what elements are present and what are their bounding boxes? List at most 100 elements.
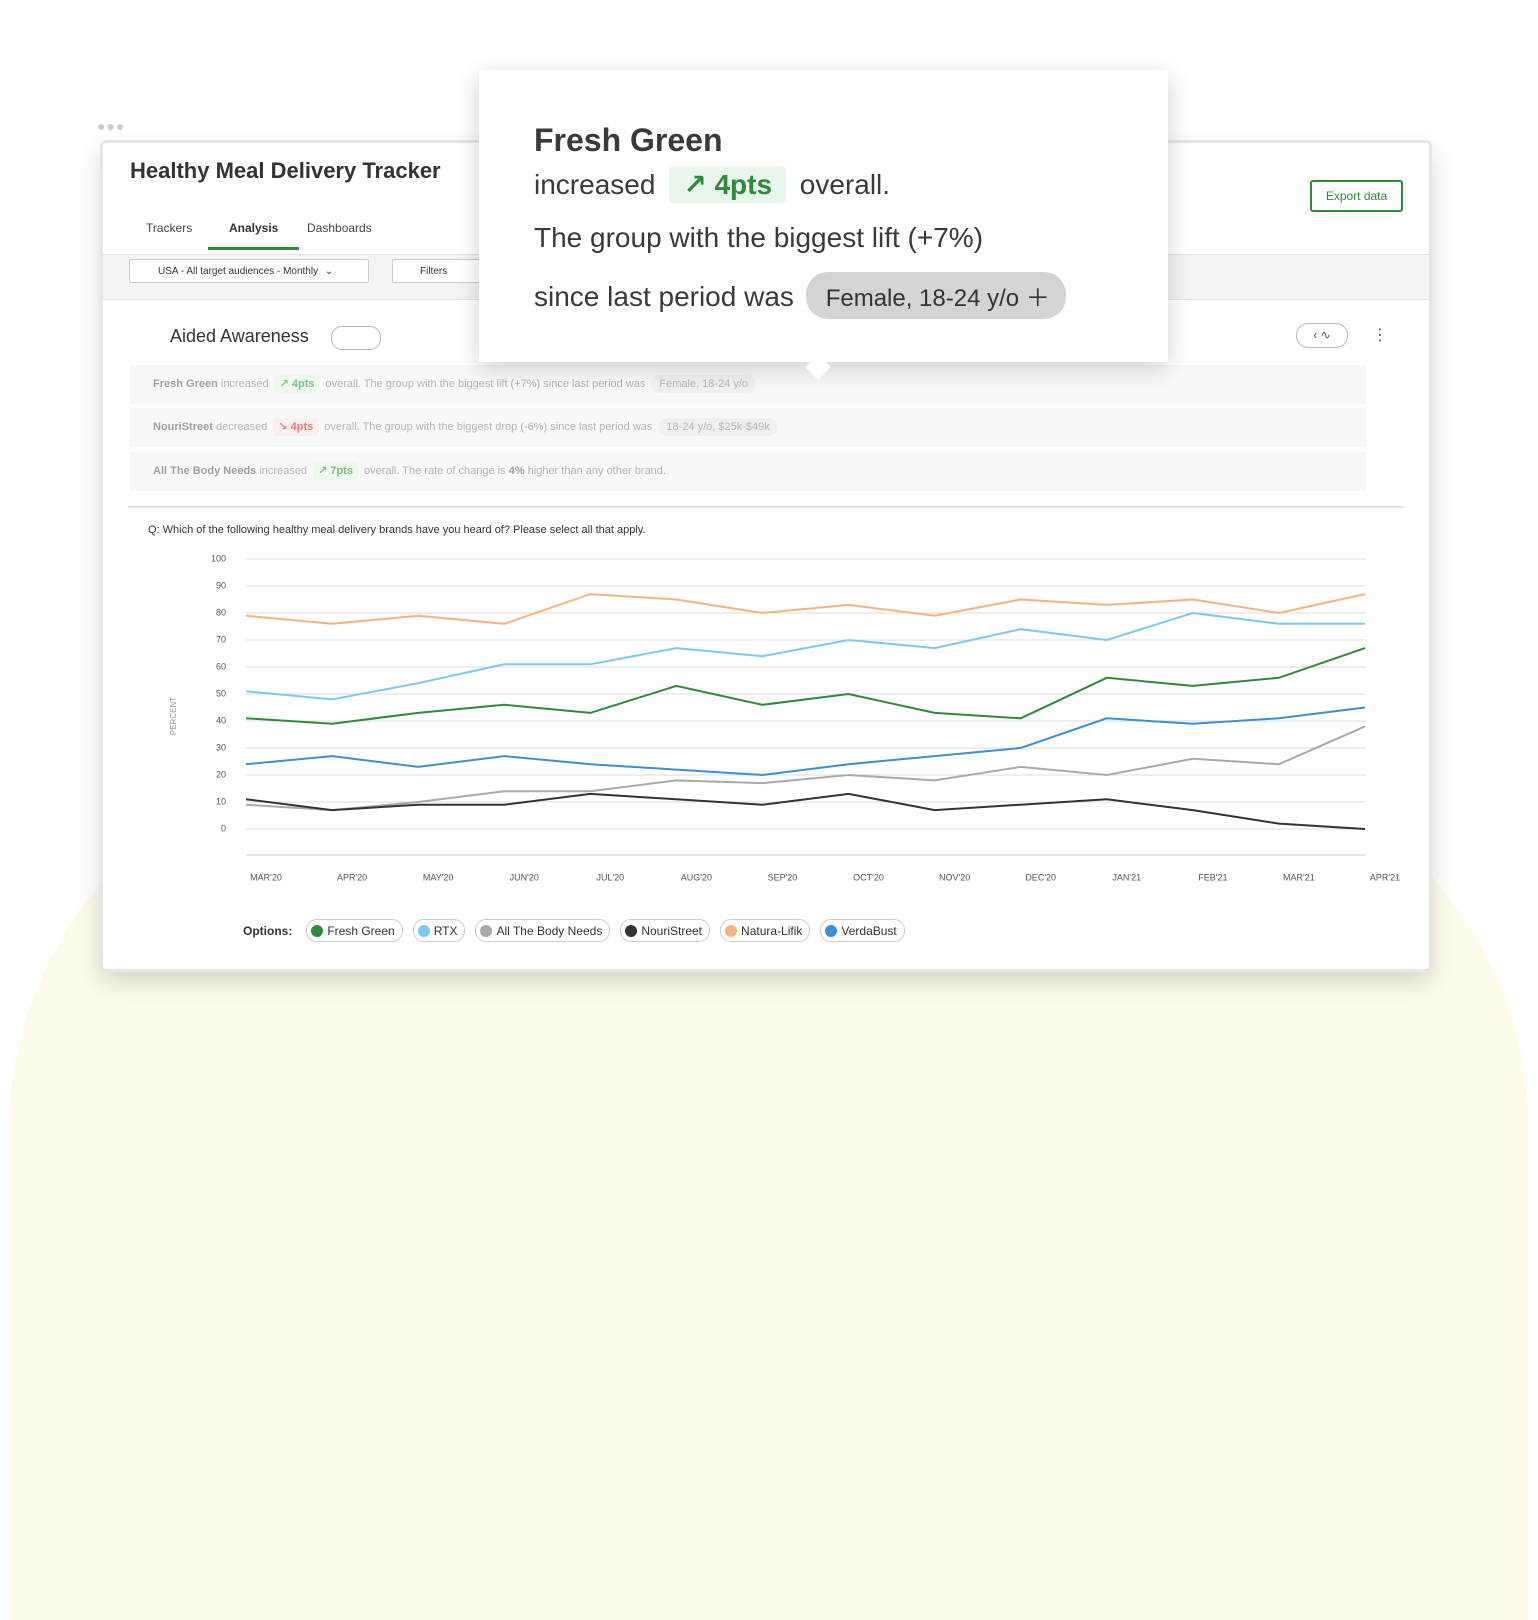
tooltip-change: 4pts xyxy=(714,169,773,200)
y-axis-label: PERCENT xyxy=(169,697,178,735)
x-tick-label: FEB'21 xyxy=(1198,872,1227,882)
y-tick-label: 70 xyxy=(216,634,226,644)
series-line xyxy=(245,725,1366,812)
legend-text: NouriStreet xyxy=(641,923,703,938)
legend-text: Fresh Green xyxy=(327,923,395,938)
y-tick-label: 30 xyxy=(216,742,226,752)
change-badge: ↗ 7pts xyxy=(313,462,358,480)
legend-item[interactable]: Fresh Green xyxy=(306,919,403,942)
insight-row: All The Body Needs increased ↗ 7pts overal… xyxy=(130,452,1366,491)
tooltip-title: Fresh Green xyxy=(534,122,723,158)
legend-swatch xyxy=(625,924,638,937)
tab[interactable]: Dashboards xyxy=(307,221,372,235)
legend-item[interactable]: All The Body Needs xyxy=(475,919,611,942)
tooltip: Fresh Green increased ↗ 4pts overall. Th… xyxy=(479,70,1168,380)
insight-bold: 4% xyxy=(508,465,525,477)
verb: increased xyxy=(220,378,269,390)
x-tick-label: JUL'20 xyxy=(596,872,624,882)
legend-swatch xyxy=(417,924,430,937)
brand: Fresh Green xyxy=(153,378,218,390)
filters-button[interactable]: Filters xyxy=(392,259,480,283)
change-badge: ↘ 4pts xyxy=(273,418,319,436)
insight-text: higher than any other brand. xyxy=(527,465,666,477)
tooltip-tag[interactable]: Female, 18-24 y/o ＋ xyxy=(805,272,1066,319)
series-line xyxy=(245,706,1366,777)
y-tick-label: 80 xyxy=(216,607,226,617)
insight-row: Fresh Green increased ↗ 4pts overall. The … xyxy=(130,365,1366,404)
tab-underline xyxy=(208,247,299,250)
brand: NouriStreet xyxy=(153,421,213,433)
export-button[interactable]: Export data xyxy=(1310,180,1403,212)
tooltip-verb: increased xyxy=(534,169,656,200)
insight-text: overall. The group with the biggest drop… xyxy=(324,421,653,433)
page-title: Healthy Meal Delivery Tracker xyxy=(130,158,441,183)
segment-tag[interactable]: 18-24 y/o, $25k-$49k xyxy=(658,418,778,436)
x-tick-label: JAN'21 xyxy=(1112,872,1141,882)
y-tick-label: 90 xyxy=(216,580,226,590)
window-dots: ●●● xyxy=(97,118,126,134)
tab-active[interactable]: Analysis xyxy=(229,221,279,235)
legend-label: Options: xyxy=(243,923,293,938)
y-tick-label: 60 xyxy=(216,661,226,671)
series-line xyxy=(245,792,1366,830)
x-tick-label: APR'20 xyxy=(337,872,367,882)
tooltip-text: since last period was xyxy=(534,281,794,312)
tooltip-tag-text: Female, 18-24 y/o xyxy=(825,285,1020,312)
change: 4pts xyxy=(290,421,314,433)
y-tick-label: 20 xyxy=(216,769,226,779)
x-tick-label: OCT'20 xyxy=(853,872,884,882)
x-tick-label: AUG'20 xyxy=(681,872,712,882)
legend-swatch xyxy=(480,924,493,937)
legend-text: RTX xyxy=(433,923,458,938)
legend-swatch xyxy=(825,924,838,937)
y-tick-label: 40 xyxy=(216,715,226,725)
x-tick-label: SEP'20 xyxy=(768,872,798,882)
filters-text: Filters xyxy=(420,266,448,277)
y-tick-label: 10 xyxy=(216,796,226,806)
x-tick-label: MAY'20 xyxy=(423,872,454,882)
series-line xyxy=(245,647,1366,725)
x-tick-label: NOV'20 xyxy=(939,872,970,882)
x-tick-label: JUN'20 xyxy=(510,872,539,882)
legend-item[interactable]: NouriStreet xyxy=(620,919,711,942)
segment-tag[interactable]: Female, 18-24 y/o xyxy=(651,375,757,393)
section-title: Aided Awareness xyxy=(170,326,309,346)
legend-item[interactable]: VerdaBust xyxy=(820,919,905,942)
verb: increased xyxy=(259,465,308,477)
legend-swatch xyxy=(725,924,738,937)
legend-text: All The Body Needs xyxy=(496,923,603,938)
verb: decreased xyxy=(215,421,268,433)
audience-text: USA - All target audiences - Monthly xyxy=(158,266,319,277)
tab[interactable]: Trackers xyxy=(146,221,193,235)
change: 7pts xyxy=(330,465,353,477)
brand: All The Body Needs xyxy=(153,465,257,477)
tooltip-line: The group with the biggest lift (+7%) xyxy=(534,222,984,253)
chart-controls[interactable]: ‹ ∿ xyxy=(1296,323,1348,348)
x-tick-label: MAR'20 xyxy=(250,872,282,882)
change: 4pts xyxy=(291,378,315,390)
insight-text: overall. The rate of change is xyxy=(363,465,506,477)
y-tick-label: 0 xyxy=(221,823,226,833)
separator xyxy=(128,506,1404,508)
tooltip-line: increased ↗ 4pts overall. xyxy=(534,166,890,203)
legend: Options: Fresh Green RTX All The Body Needs… xyxy=(243,919,905,942)
series-line xyxy=(245,611,1365,701)
more-menu[interactable]: ⋮ xyxy=(1372,327,1388,344)
page: ●●● Healthy Meal Delivery Tracker Export… xyxy=(10,70,1528,1620)
x-tick-label: DEC'20 xyxy=(1025,872,1056,882)
insight-row: NouriStreet decreased ↘ 4pts overall. The … xyxy=(130,408,1366,447)
tooltip-after: overall. xyxy=(799,169,891,200)
legend-item[interactable]: Natura-Lifik xyxy=(720,919,811,942)
audience-select[interactable]: USA - All target audiences - Monthly ⌄ xyxy=(129,259,369,283)
insight-text: overall. The group with the biggest lift… xyxy=(325,378,646,390)
tooltip-badge: ↗ 4pts xyxy=(669,166,787,203)
change-badge: ↗ 4pts xyxy=(274,375,320,393)
chart-question: Q: Which of the following healthy meal d… xyxy=(148,524,646,536)
tooltip-line: since last period was Female, 18-24 y/o … xyxy=(534,272,1066,319)
x-tick-label: MAR'21 xyxy=(1283,872,1315,882)
legend-item[interactable]: RTX xyxy=(412,919,466,942)
legend-swatch xyxy=(311,924,324,937)
x-tick-label: APR'21 xyxy=(1370,872,1400,882)
y-tick-label: 100 xyxy=(211,553,226,563)
toggle-pill[interactable] xyxy=(331,326,381,350)
